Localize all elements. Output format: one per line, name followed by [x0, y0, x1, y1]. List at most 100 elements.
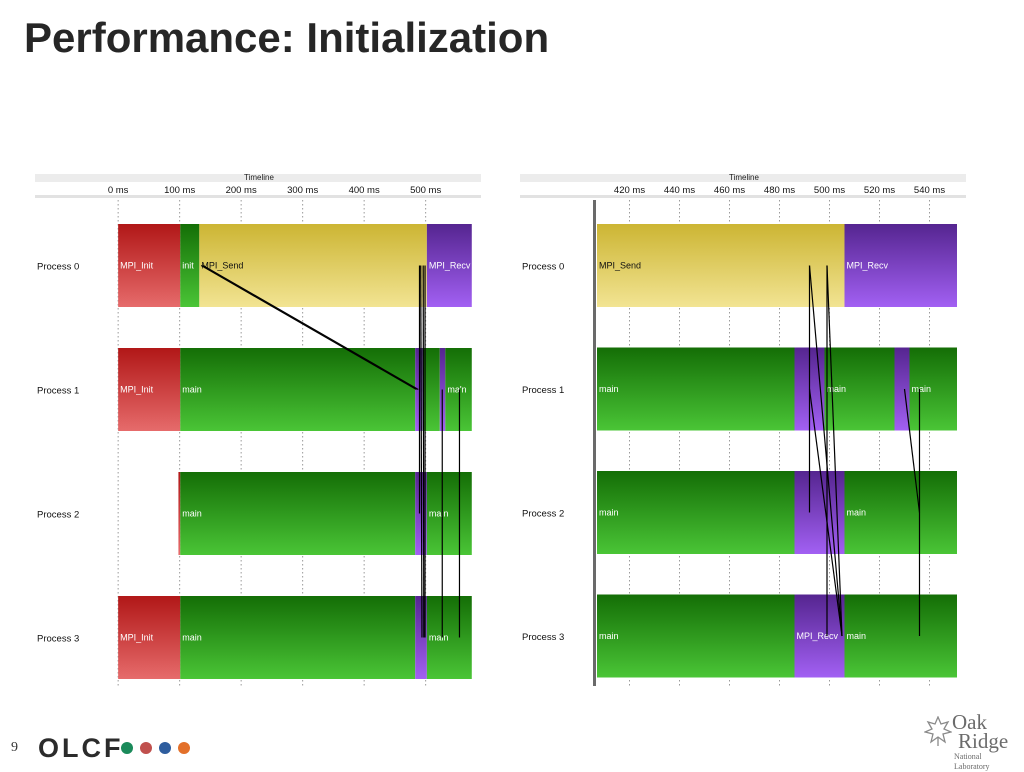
message-line — [808, 265, 843, 637]
olcf-logo-dots — [121, 742, 201, 756]
segment-label: init — [182, 261, 194, 271]
segment-label: main — [182, 633, 202, 643]
process-label: Process 0 — [522, 262, 564, 273]
timeline-segment-mpi-send — [199, 224, 427, 307]
logo-dot — [140, 742, 152, 754]
timeline-segment-user-main — [180, 224, 200, 307]
ornl-logo-line2: Ridge — [958, 729, 1009, 753]
segment-label: MPI_Send — [201, 261, 243, 271]
timeline-segment-user-main — [445, 348, 472, 431]
timeline-segment-mpi-init — [118, 224, 181, 307]
timeline-segment-mpi-recv — [415, 596, 427, 679]
message-line — [420, 265, 423, 638]
tick-label: 500 ms — [410, 185, 441, 196]
process-label: Process 2 — [37, 510, 79, 521]
timeline-axis-underline — [35, 195, 481, 198]
segment-label: main — [912, 384, 932, 394]
timeline-segment-user-main — [909, 347, 957, 431]
timeline-segment-user-main — [597, 594, 795, 678]
message-line — [826, 265, 843, 637]
message-line — [202, 264, 419, 391]
timeline-header-bar — [520, 174, 966, 182]
timeline-chart: Timeline 0 ms 100 ms 200 ms 300 ms 400 ms 500 … — [35, 173, 481, 686]
logo-dot — [159, 742, 171, 754]
timeline-segment-user-main — [180, 596, 416, 679]
timeline-chart: Timeline 420 ms 440 ms 460 ms 480 ms 500 ms 52… — [520, 173, 966, 686]
olcf-logo-text: OLCF — [38, 733, 124, 763]
message-line — [903, 388, 921, 513]
segment-label: main — [429, 633, 449, 643]
segment-label: MPI_Recv — [797, 631, 839, 641]
tick-label: 520 ms — [864, 185, 895, 196]
segment-label: main — [827, 384, 847, 394]
view-start-marker — [593, 200, 596, 686]
timeline-panel-zoomed: Timeline 420 ms 440 ms 460 ms 480 ms 500 ms 52… — [520, 170, 976, 690]
process-label: Process 3 — [37, 634, 79, 645]
tick-label: 540 ms — [914, 185, 945, 196]
segment-label: MPI_Init — [120, 261, 154, 271]
ornl-logo: Oak Ridge National Laboratory — [922, 710, 1018, 771]
segment-label: main — [599, 631, 619, 641]
timeline-title: Timeline — [244, 173, 274, 182]
slide-title: Performance: Initialization — [24, 14, 550, 61]
segment-label: MPI_Recv — [847, 261, 889, 271]
segment-label: ma'n — [447, 385, 466, 395]
segment-label: MPI_Init — [120, 633, 154, 643]
timeline-segment-mpi-init — [178, 472, 181, 555]
timeline-segment-mpi-recv — [426, 224, 472, 307]
tick-label: 400 ms — [349, 185, 380, 196]
tick-label: 100 ms — [164, 185, 195, 196]
ornl-logo-line1: Oak — [952, 710, 987, 734]
timeline-segment-mpi-init — [118, 596, 181, 679]
segment-label: main — [599, 508, 619, 518]
tick-label: 0 ms — [108, 185, 129, 196]
timeline-segment-mpi-recv — [894, 347, 910, 431]
timeline-segment-user-main — [426, 596, 472, 679]
segment-label: MPI_Recv — [429, 261, 471, 271]
tick-label: 420 ms — [614, 185, 645, 196]
segment-label: MPI_Send — [599, 261, 641, 271]
segment-label: main — [182, 509, 202, 519]
process-label: Process 1 — [522, 385, 564, 396]
tick-label: 440 ms — [664, 185, 695, 196]
message-line — [200, 264, 417, 391]
timeline-segment-user-main — [844, 594, 957, 678]
process-label: Process 3 — [522, 632, 564, 643]
timeline-segment-user-main — [180, 348, 416, 431]
timeline-segment-user-main — [844, 471, 957, 554]
slide-number: 9 — [11, 740, 18, 755]
leaf-icon — [924, 716, 952, 746]
logo-dot — [178, 742, 190, 754]
segment-label: main — [429, 509, 449, 519]
segment-label: MPI_Init — [120, 385, 154, 395]
timeline-segment-user-main — [597, 471, 795, 554]
message-line — [808, 388, 843, 637]
timeline-segment-user-main — [426, 472, 472, 555]
segment-label: main — [847, 508, 867, 518]
tick-label: 480 ms — [764, 185, 795, 196]
tick-label: 460 ms — [714, 185, 745, 196]
timeline-header-bar — [35, 174, 481, 182]
segment-label: main — [847, 631, 867, 641]
ornl-logo-line3: National Laboratory — [954, 752, 990, 771]
timeline-panel-full: Timeline 0 ms 100 ms 200 ms 300 ms 400 ms 500 … — [35, 170, 491, 690]
timeline-segment-user-main — [597, 347, 795, 431]
tick-label: 500 ms — [814, 185, 845, 196]
timeline-axis-underline — [520, 195, 966, 198]
timeline-segment-mpi-recv — [794, 594, 845, 678]
process-label: Process 0 — [37, 262, 79, 273]
tick-label: 200 ms — [226, 185, 257, 196]
timeline-segment-user-main — [180, 472, 416, 555]
tick-label: 300 ms — [287, 185, 318, 196]
segment-label: main — [599, 384, 619, 394]
timeline-segment-user-main — [824, 347, 895, 431]
process-label: Process 2 — [522, 509, 564, 520]
timeline-title: Timeline — [729, 173, 759, 182]
message-line — [422, 265, 425, 638]
timeline-segment-mpi-send — [597, 224, 845, 307]
process-label: Process 1 — [37, 386, 79, 397]
logo-dot — [121, 742, 133, 754]
timeline-segment-mpi-recv — [415, 348, 423, 431]
timeline-segment-mpi-init — [118, 348, 181, 431]
timeline-segment-mpi-recv — [844, 224, 957, 307]
